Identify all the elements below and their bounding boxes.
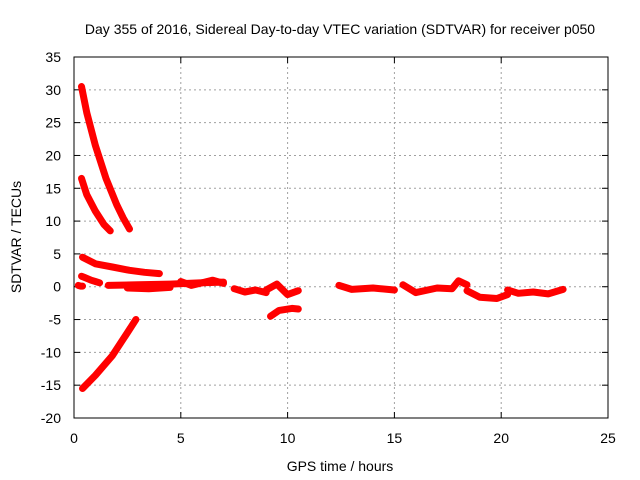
x-tick-label: 25: [600, 430, 616, 446]
y-axis-label: SDTVAR / TECUs: [8, 181, 24, 293]
series-line-10: [230, 285, 270, 297]
series-line-13: [335, 281, 398, 294]
series-line-4: [74, 281, 86, 290]
x-tick-label: 20: [493, 430, 509, 446]
y-tick-label: -20: [41, 410, 61, 426]
y-tick-label: 35: [45, 49, 61, 65]
plot-frame: [73, 56, 609, 419]
y-tick-label: 25: [45, 115, 61, 131]
series-line-2: [78, 174, 114, 235]
series-line-1: [78, 83, 133, 233]
axis-ticks: 0 5 10 15 20 25 -20 -15 -10 -5 0 5 10 15 20 25 30 35: [41, 49, 616, 446]
x-axis-label: GPS time / hours: [287, 458, 394, 474]
series-line-11: [262, 280, 302, 299]
y-tick-label: -5: [49, 312, 62, 328]
y-tick-label: -15: [41, 377, 61, 393]
x-tick-label: 10: [280, 430, 296, 446]
y-tick-label: 0: [53, 279, 61, 295]
series-layer: [74, 83, 567, 392]
series-line-8: [177, 276, 227, 289]
y-tick-label: -10: [41, 344, 61, 360]
y-tick-label: 30: [45, 82, 61, 98]
y-tick-label: 15: [45, 180, 61, 196]
series-line-16: [504, 285, 567, 298]
series-line-5: [78, 272, 104, 287]
x-tick-label: 5: [177, 430, 185, 446]
series-line-7: [123, 283, 174, 293]
series-line-12: [267, 304, 302, 320]
series-line-15: [463, 287, 512, 302]
y-tick-label: 5: [53, 246, 61, 262]
x-tick-label: 0: [70, 430, 78, 446]
series-line-3: [79, 253, 163, 278]
series-line-14: [399, 277, 471, 297]
chart-title: Day 355 of 2016, Sidereal Day-to-day VTE…: [85, 21, 595, 37]
y-tick-label: 10: [45, 213, 61, 229]
grid-lines: [74, 57, 608, 418]
x-tick-label: 15: [387, 430, 403, 446]
series-line-9: [79, 316, 140, 392]
y-tick-label: 20: [45, 147, 61, 163]
